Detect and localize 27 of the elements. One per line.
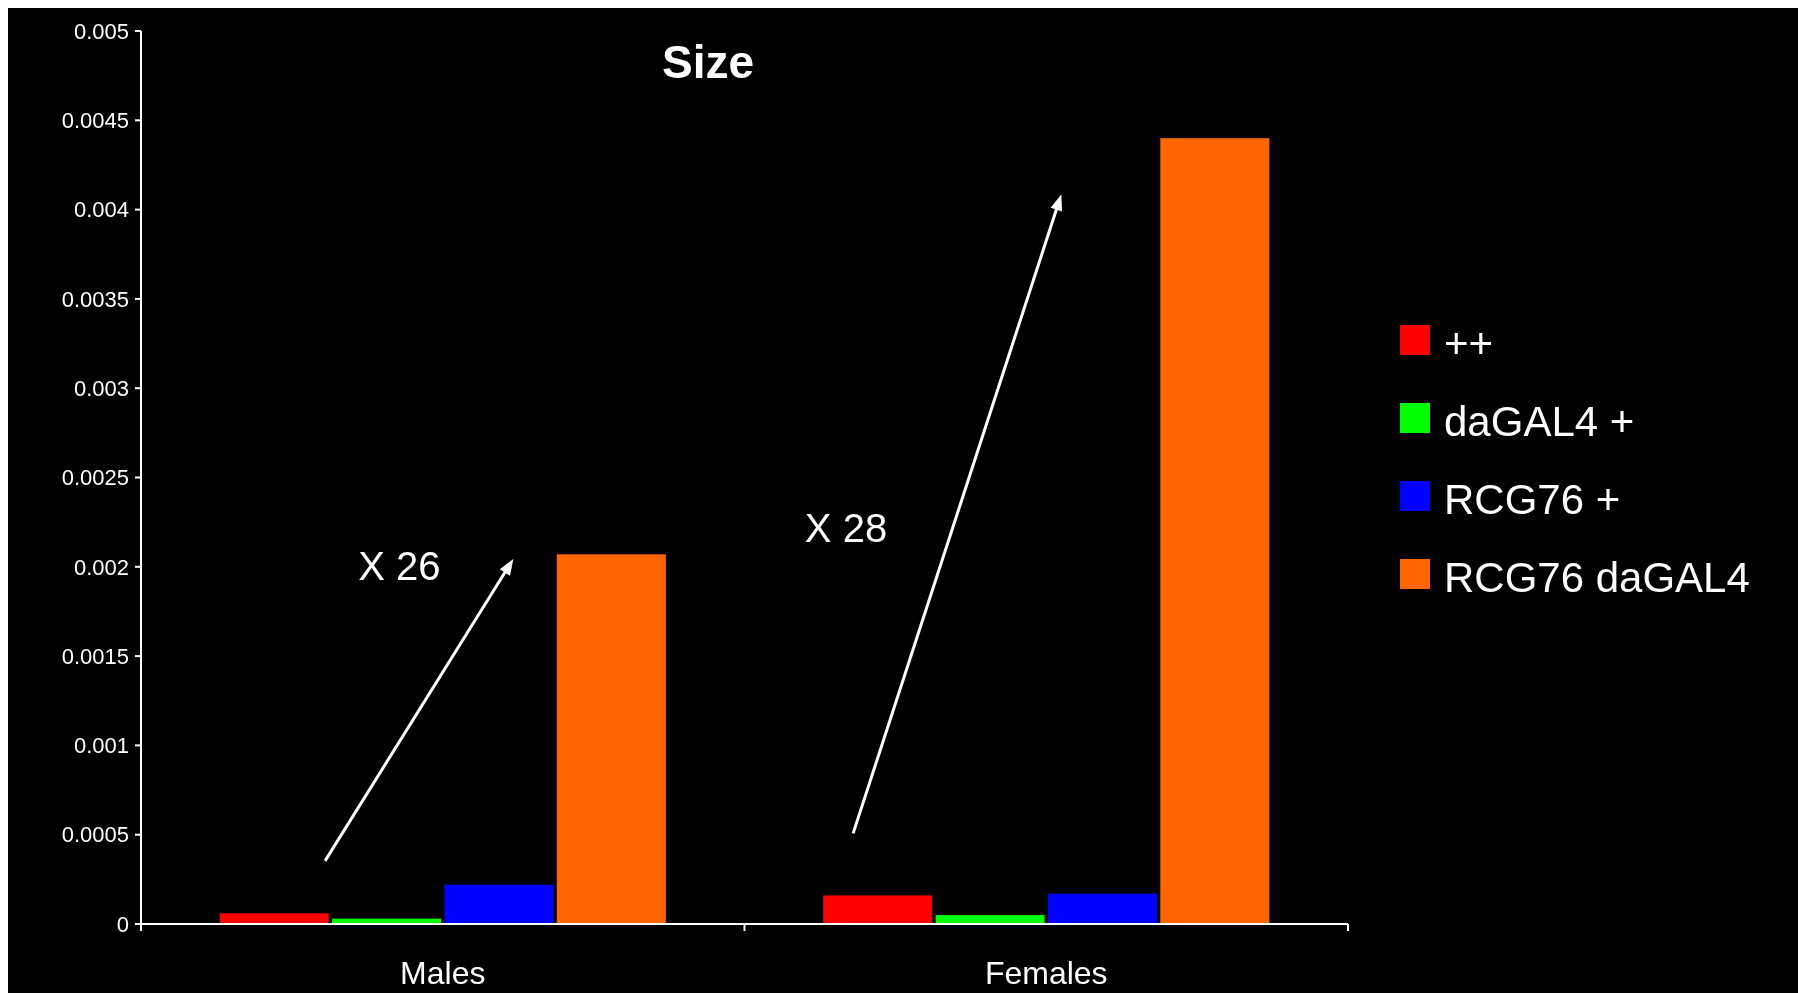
bar (935, 915, 1045, 924)
y-tick-label: 0 (116, 911, 129, 937)
bar (823, 895, 933, 924)
y-tick-label: 0.0045 (61, 108, 129, 133)
bar (1047, 893, 1157, 924)
x-tick-label: Females (984, 955, 1108, 991)
y-tick-label: 0.0035 (61, 286, 129, 312)
bar (219, 913, 329, 924)
y-tick-label: 0.003 (73, 375, 129, 401)
y-tick-label: 0.004 (73, 197, 129, 223)
annotation: X 28 (804, 506, 888, 551)
y-tick-label: 0.0025 (61, 465, 129, 491)
legend-label: ++ (1444, 319, 1494, 367)
y-tick-label: 0.0005 (61, 822, 129, 848)
chart-title: Size (661, 36, 755, 88)
bar (1160, 138, 1270, 924)
y-tick-label: 0.001 (73, 733, 129, 759)
bar (444, 884, 554, 924)
y-tick-label: 0.002 (73, 554, 129, 580)
y-tick-label: 0.0015 (61, 643, 129, 669)
legend-label: daGAL4 + (1444, 397, 1635, 445)
annotation: X 26 (358, 543, 441, 588)
x-tick-label: Males (400, 955, 486, 991)
legend-label: RCG76 daGAL4 (1444, 553, 1750, 601)
bar (556, 554, 666, 924)
y-tick-label: 0.005 (73, 18, 129, 44)
legend-label: RCG76 + (1444, 475, 1621, 523)
